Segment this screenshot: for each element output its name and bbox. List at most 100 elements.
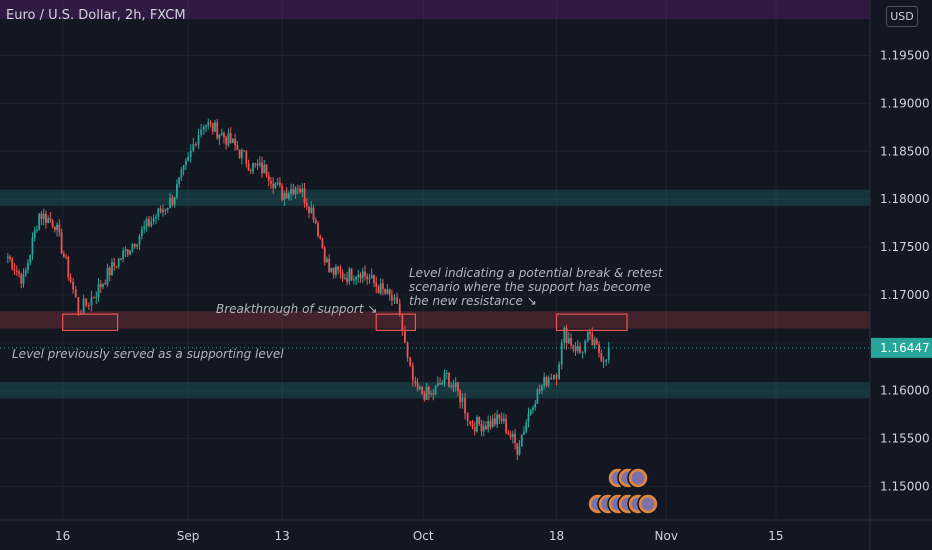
y-tick-label: 1.17000 (880, 288, 930, 302)
candle-body (584, 340, 587, 352)
candle-body (42, 213, 45, 219)
currency-button[interactable]: USD (886, 6, 918, 27)
event-badges[interactable] (587, 467, 659, 515)
annotation-breakthrough: Breakthrough of support ↘ (216, 302, 377, 316)
candle-body (404, 330, 406, 343)
candle-body (65, 256, 67, 258)
candle-body (227, 132, 230, 145)
candle-body (425, 386, 428, 400)
candle-body (516, 443, 519, 455)
candle-body (589, 332, 591, 334)
candle-body (439, 382, 441, 385)
candle-body (574, 346, 577, 352)
annotation-retest-line1: Level indicating a potential break & ret… (409, 266, 664, 280)
candle-body (393, 297, 396, 301)
x-tick-label: Sep (177, 529, 200, 543)
candle-body (281, 185, 284, 200)
candle-body (529, 409, 532, 414)
candle-body (382, 283, 384, 290)
candle-body (491, 418, 494, 427)
candle-body (245, 151, 248, 164)
candle-body (169, 197, 171, 209)
candle-body (129, 250, 132, 255)
candle-body (145, 219, 148, 227)
candle-body (541, 385, 543, 391)
candle-body (401, 315, 404, 331)
marked-box (375, 313, 417, 331)
candle-body (457, 382, 459, 392)
candle-body (58, 224, 61, 233)
candle-body (87, 305, 90, 307)
candle-body (108, 267, 111, 276)
candle-body (205, 125, 207, 127)
candle-body (565, 327, 568, 344)
candle-body (454, 382, 457, 388)
last-price-badge (871, 337, 932, 358)
candle-body (432, 393, 435, 395)
candle-body (117, 258, 120, 267)
candle-body (283, 193, 286, 200)
candle-body (60, 232, 63, 254)
candle-body (265, 164, 268, 176)
y-axis: 1.19500 1.19000 1.18500 1.18000 1.17500 1.170… (869, 0, 932, 550)
annotation-retest-line3: the new resistance ↘ (409, 294, 537, 308)
candle-body (22, 274, 25, 284)
candle-body (326, 258, 328, 263)
candle-body (366, 276, 369, 280)
candle-body (159, 208, 162, 212)
candle-body (131, 244, 134, 251)
grid-lines (0, 0, 870, 520)
candle-body (335, 266, 337, 275)
candle-body (285, 193, 288, 199)
candle-body (247, 163, 250, 171)
candle-body (276, 182, 279, 184)
candle-body (270, 180, 272, 184)
candle-body (111, 262, 113, 276)
candle-body (214, 122, 216, 132)
candle-body (600, 353, 603, 361)
candle-body (195, 144, 197, 146)
candle-body (332, 268, 335, 275)
candle-body (321, 238, 324, 248)
x-tick-label: Nov (655, 529, 678, 543)
candle-body (254, 163, 257, 165)
candle-body (547, 377, 550, 386)
candle-body (459, 391, 462, 403)
candle-body (296, 188, 299, 190)
candle-body (231, 138, 234, 144)
candle-body (350, 268, 353, 281)
candle-body (290, 189, 293, 194)
candle-body (357, 274, 360, 278)
candle-body (330, 268, 333, 272)
candle-body (312, 207, 315, 220)
candle-body (359, 274, 362, 279)
candle-body (476, 417, 478, 432)
candle-body (384, 289, 387, 294)
candle-body (292, 189, 295, 195)
candle-body (200, 129, 203, 135)
candle-body (341, 272, 344, 279)
chart-title: Euro / U.S. Dollar, 2h, FXCM (6, 8, 186, 23)
candle-body (13, 269, 16, 271)
candle-body (82, 298, 85, 313)
candle-body (536, 389, 539, 404)
candle-body (364, 271, 366, 277)
candle-body (348, 268, 351, 282)
last-price-label: 1.16447 (880, 341, 930, 355)
candle-body (386, 289, 389, 294)
candle-body (441, 382, 444, 385)
candle-body (414, 380, 417, 384)
candle-body (310, 207, 313, 213)
candle-body (427, 386, 430, 394)
candle-body (314, 219, 317, 224)
candle-body (591, 333, 594, 346)
candle-body (80, 312, 82, 314)
y-tick-label: 1.15500 (880, 432, 930, 446)
candle-body (534, 403, 537, 408)
candle-body (396, 297, 399, 304)
x-axis: 16 Sep 13 Oct 18 Nov 15 (0, 519, 932, 543)
y-tick-label: 1.15000 (880, 479, 930, 493)
candle-body (416, 383, 419, 390)
